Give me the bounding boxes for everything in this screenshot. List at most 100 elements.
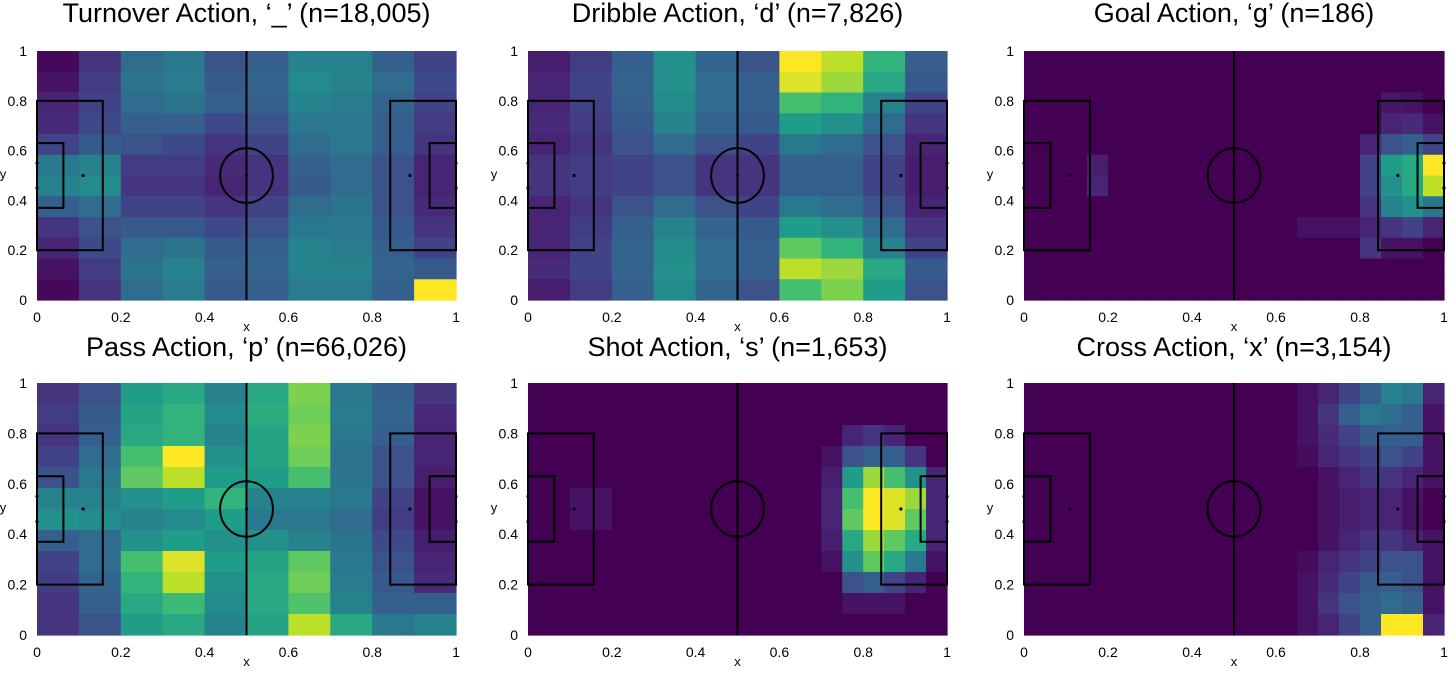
y-tick-label: 0.6 xyxy=(995,476,1015,492)
heatmap-cell xyxy=(1150,92,1172,114)
heatmap-cell xyxy=(821,92,864,114)
heatmap-cell xyxy=(842,383,864,405)
x-tick-label: 1 xyxy=(452,309,460,325)
heatmap-cell xyxy=(288,134,331,156)
heatmap-cell xyxy=(569,175,613,197)
heatmap-cell xyxy=(1066,154,1088,177)
pitch-spot xyxy=(35,161,39,165)
heatmap-cell xyxy=(414,425,457,447)
y-tick-label: 0.8 xyxy=(8,93,28,109)
heatmap-cell xyxy=(695,196,739,218)
heatmap-cell xyxy=(884,488,906,510)
heatmap-cell xyxy=(737,258,780,280)
heatmap-cell xyxy=(372,92,415,114)
heatmap-cell xyxy=(1108,154,1130,177)
panel-title: Pass Action, ‘p’ (n=66,026) xyxy=(86,332,407,362)
heatmap-cell xyxy=(1024,237,1046,260)
heatmap-cell xyxy=(528,467,550,489)
heatmap-cell xyxy=(737,425,760,447)
heatmap-cell xyxy=(821,113,864,135)
heatmap-cell xyxy=(569,467,592,489)
heatmap-cell xyxy=(863,51,906,73)
heatmap-cell xyxy=(414,134,457,156)
heatmap-cell xyxy=(78,196,122,218)
heatmap-cell xyxy=(1318,134,1340,156)
heatmap-cell xyxy=(632,614,655,636)
heatmap-cell xyxy=(1381,572,1403,594)
heatmap-cell xyxy=(884,383,906,405)
x-tick-label: 0 xyxy=(1020,309,1028,325)
heatmap-cell xyxy=(37,51,80,73)
heatmap-cell xyxy=(569,530,592,552)
heatmap-cell xyxy=(653,196,697,218)
heatmap-cell xyxy=(1066,258,1088,280)
heatmap-cell xyxy=(1381,71,1403,94)
heatmap-cell xyxy=(716,593,739,615)
heatmap-cell xyxy=(120,92,164,114)
heatmap-cell xyxy=(246,154,289,177)
y-tick-label: 0.6 xyxy=(995,143,1015,159)
heatmap-cell xyxy=(1045,572,1067,594)
heatmap-cell xyxy=(372,217,415,239)
heatmap-cell xyxy=(926,551,948,573)
heatmap-cell xyxy=(821,154,864,177)
heatmap-cell xyxy=(1171,383,1193,405)
heatmap-cell xyxy=(37,175,80,197)
heatmap-cell xyxy=(1297,258,1319,280)
x-tick-label: 0.8 xyxy=(1350,644,1370,660)
centre-circle xyxy=(710,147,765,204)
heatmap-cell xyxy=(1192,237,1214,260)
heatmap-cell xyxy=(1402,217,1424,239)
heatmap-cell xyxy=(330,154,373,177)
left-goal-box xyxy=(527,475,556,543)
heatmap-cell xyxy=(246,279,289,301)
x-tick-label: 0.2 xyxy=(602,644,622,660)
heatmap-cell xyxy=(78,92,122,114)
heatmap-cell xyxy=(1066,572,1088,594)
heatmap-cell xyxy=(653,113,697,135)
heatmap-cell xyxy=(372,175,415,197)
heatmap-cell xyxy=(120,51,164,73)
x-tick-label: 0.4 xyxy=(1182,309,1202,325)
heatmap-cell xyxy=(1045,258,1067,280)
heatmap-cell xyxy=(695,404,718,426)
panel-title: Goal Action, ‘g’ (n=186) xyxy=(1094,0,1374,28)
heatmap-cell xyxy=(528,71,571,94)
heatmap-cell xyxy=(1150,134,1172,156)
heatmap-cell xyxy=(1087,134,1109,156)
heatmap-cell xyxy=(162,154,206,177)
heatmap-cell xyxy=(1339,446,1361,468)
heatmap-cell xyxy=(905,258,948,280)
heatmap-cell xyxy=(288,425,331,447)
y-tick-label: 0 xyxy=(1006,627,1014,643)
heatmap-cell xyxy=(414,154,457,177)
heatmap-cell xyxy=(1360,551,1382,573)
pitch-spot xyxy=(1232,507,1236,511)
heatmap-cell xyxy=(905,593,927,615)
heatmap-cell xyxy=(330,551,373,573)
heatmap-cell xyxy=(611,217,655,239)
heatmap-cell xyxy=(863,258,906,280)
heatmap-cell xyxy=(1423,154,1445,177)
heatmap-cell xyxy=(1318,551,1340,573)
heatmap-cell xyxy=(884,572,906,594)
heatmap-cell xyxy=(1213,572,1235,594)
heatmap-cell xyxy=(1213,237,1235,260)
heatmap-cell xyxy=(1297,71,1319,94)
heatmap-cell xyxy=(78,134,122,156)
y-axis-label: y xyxy=(0,500,7,515)
heatmap-cell xyxy=(1339,404,1361,426)
heatmap-cell xyxy=(1402,92,1424,114)
heatmap-cell xyxy=(611,467,634,489)
heatmap-cell xyxy=(674,446,697,468)
heatmap-cell xyxy=(1045,237,1067,260)
heatmap-cell xyxy=(674,509,697,531)
heatmap-cell xyxy=(1129,572,1151,594)
heatmap-cell xyxy=(1087,425,1109,447)
heatmap-cell xyxy=(246,175,289,197)
heatmap-cell xyxy=(737,217,780,239)
heatmap-cell xyxy=(926,614,948,636)
heatmap-cell xyxy=(653,425,676,447)
heatmap-cell xyxy=(716,467,739,489)
heatmap-cell xyxy=(1402,279,1424,301)
